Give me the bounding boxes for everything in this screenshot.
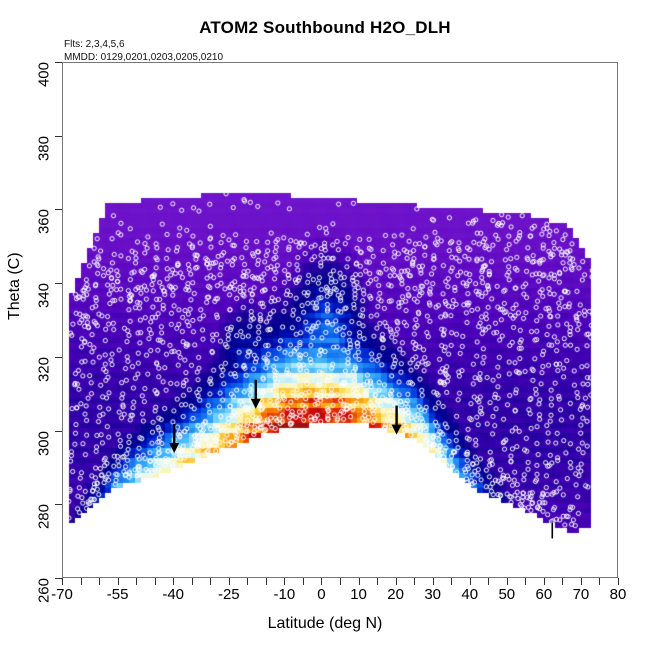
x-axis-tick [136, 578, 138, 585]
page-title: ATOM2 Southbound H2O_DLH [199, 18, 451, 37]
y-axis-tick-label: 320 [35, 356, 53, 382]
x-axis-tick [358, 578, 360, 585]
x-axis-tick [80, 578, 82, 585]
y-axis-tick-label: 360 [35, 209, 53, 235]
annotation-arrow [169, 424, 180, 453]
x-axis-tick [506, 578, 508, 585]
x-axis-tick [210, 578, 212, 585]
x-axis-tick-label: -40 [162, 586, 185, 603]
x-axis-tick [599, 578, 601, 585]
x-axis-tick [525, 578, 527, 585]
x-axis-tick-label: -55 [106, 586, 129, 603]
x-axis-tick-label: 0 [317, 586, 326, 603]
y-axis-tick [55, 135, 62, 137]
x-axis-tick [543, 578, 545, 585]
y-axis-tick-label: 340 [35, 283, 53, 309]
x-axis-tick [99, 578, 101, 585]
x-axis-tick-label: -70 [51, 586, 73, 603]
annotation-arrow [391, 405, 402, 435]
x-axis-tick [62, 578, 63, 585]
x-axis-tick [377, 578, 379, 585]
x-axis-tick [414, 578, 416, 585]
x-axis-tick-label: 30 [424, 586, 441, 603]
x-axis-tick [173, 578, 175, 585]
x-axis-tick [488, 578, 490, 585]
x-axis-label: Latitude (deg N) [267, 615, 383, 632]
x-axis-tick-label: 40 [461, 586, 479, 603]
x-axis-tick [284, 578, 286, 585]
y-axis-tick-label: 280 [35, 504, 53, 530]
x-axis-tick [302, 578, 304, 585]
x-axis-tick [340, 578, 341, 585]
x-axis-tick [580, 578, 582, 585]
y-axis-tick [55, 578, 62, 579]
y-axis-tick [55, 209, 62, 211]
x-axis-tick-label: 70 [572, 586, 590, 603]
x-axis-tick-label: 80 [609, 586, 627, 603]
x-axis-tick [247, 578, 249, 585]
x-axis-tick-label: -10 [273, 586, 296, 603]
annotation-arrow [250, 379, 261, 409]
y-axis-tick-label: 380 [35, 135, 53, 161]
y-axis-tick-label: 260 [35, 578, 53, 604]
flights-annotation: Flts: 2,3,4,5,6 [64, 39, 125, 50]
x-axis-tick-label: 50 [498, 586, 516, 603]
y-axis-tick [55, 62, 62, 63]
x-axis-tick-label: 60 [535, 586, 553, 603]
y-axis-tick-label: 400 [35, 62, 53, 88]
x-axis-tick [562, 578, 564, 585]
x-axis-tick [451, 578, 453, 585]
mmdd-annotation: MMDD: 0129,0201,0203,0205,0210 [64, 52, 224, 63]
plot-frame [62, 62, 618, 578]
y-axis-tick [55, 430, 62, 432]
x-axis-tick-label: -25 [217, 586, 240, 603]
x-axis-tick [228, 578, 230, 585]
x-axis-tick [321, 578, 323, 585]
y-axis-tick-label: 300 [35, 430, 53, 456]
x-axis-tick [191, 578, 193, 585]
y-axis-tick [55, 504, 62, 506]
x-axis-tick [265, 578, 267, 585]
x-axis-tick [154, 578, 156, 585]
y-axis-tick [55, 356, 62, 358]
arrow-annotation-layer [169, 379, 554, 539]
x-axis-tick [469, 578, 471, 585]
y-axis-tick [55, 283, 62, 285]
x-axis-tick [395, 578, 397, 585]
x-axis-tick-label: 20 [387, 586, 404, 603]
heatmap-image [63, 63, 617, 577]
x-axis-tick-label: 10 [350, 586, 367, 603]
x-axis-tick [618, 578, 619, 585]
x-axis-tick [117, 578, 119, 585]
heatmap-canvas [63, 63, 617, 577]
y-axis-label: Theta (C) [6, 252, 23, 320]
x-axis-tick [432, 578, 434, 585]
